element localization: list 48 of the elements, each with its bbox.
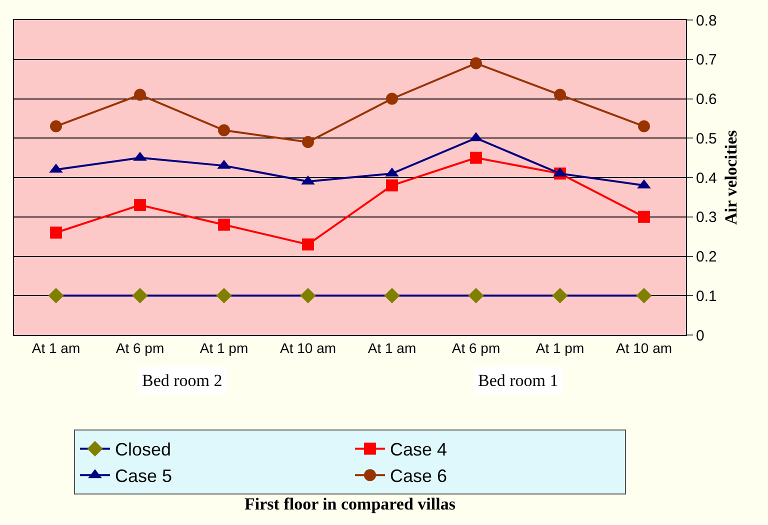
point [134,88,146,101]
x-tick-label: At 10 am [280,340,336,356]
point [50,226,62,239]
point [552,288,568,304]
point [554,88,566,101]
legend-label: Case 4 [390,440,448,460]
point [302,136,314,148]
x-tick-label: At 1 pm [536,340,584,356]
x-tick-label: At 1 am [368,340,416,356]
y-tick-label: 0 [696,327,704,344]
point [216,288,232,304]
x-tick-label: At 10 am [616,340,672,356]
point [470,57,482,70]
text: Bed room 1 [478,371,558,390]
legend-label: Case 6 [390,466,448,486]
text: First floor in compared villas [244,494,456,514]
point [386,179,398,192]
x-tick-label: At 1 am [32,340,80,356]
point [636,288,652,304]
y-axis-title: Air velocities [721,130,740,225]
y-tick-label: 0.1 [696,288,717,305]
point [302,238,314,250]
x-tick-label: At 6 pm [116,340,164,356]
y-tick-label: 0.5 [696,130,717,148]
y-tick-label: 0.4 [696,170,717,187]
point [468,288,484,304]
y-tick-label: 0.6 [696,91,717,108]
point [638,210,650,223]
y-tick-label: 0.2 [696,248,717,266]
y-tick-label: 0.7 [696,52,717,69]
point [386,92,398,105]
point [218,218,230,231]
y-tick-label: 0.8 [696,12,717,30]
text: Bed room 2 [142,371,222,390]
x-tick-label: At 6 pm [452,340,500,356]
point [132,288,148,304]
x-tick-label: At 1 pm [200,340,248,356]
point [638,120,650,132]
point [134,199,146,212]
point [300,288,316,304]
point [50,120,62,132]
point [48,288,64,304]
y-tick-label: 0.3 [696,209,717,226]
point [470,152,482,164]
point [218,124,230,136]
point [384,288,400,304]
legend-label: Case 5 [115,466,172,486]
legend-label: Closed [115,440,172,460]
